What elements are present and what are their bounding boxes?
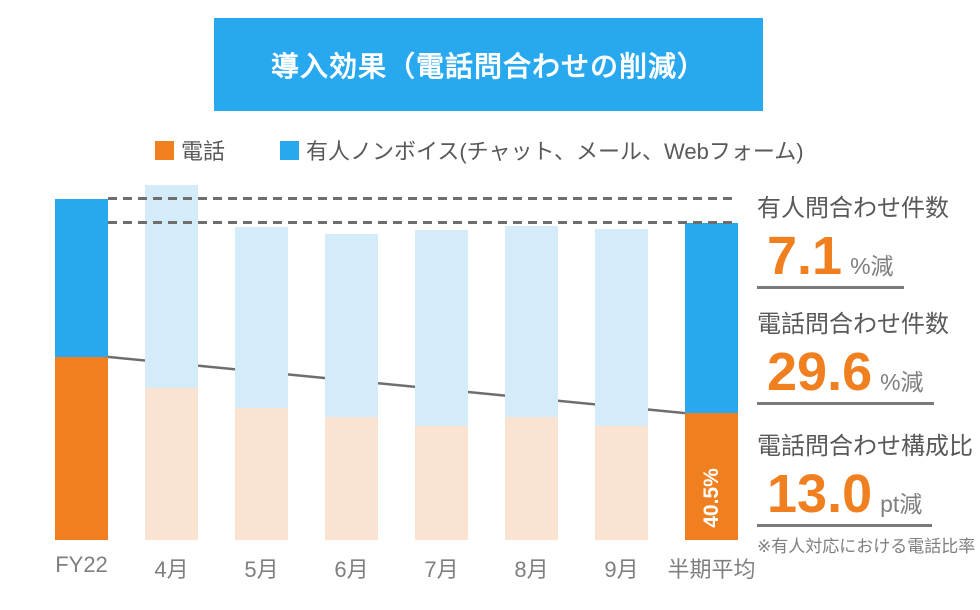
legend-label: 電話 (181, 139, 226, 164)
page-title: 導入効果（電話問合わせの削減） (270, 50, 706, 82)
stat-phone-composition-ratio: 電話問合わせ構成比 13.0 pt減 ※有人対応における電話比率 (757, 426, 980, 557)
legend-swatch-blue (280, 140, 300, 160)
stat-label: 電話問合わせ構成比 (757, 433, 973, 460)
bar-segment-nonvoice (325, 233, 378, 417)
dashed-reference-line (108, 221, 738, 225)
x-axis-label: 4月 (154, 557, 189, 582)
bar-segment-nonvoice (595, 229, 648, 427)
stat-human-inquiry-count: 有人問合わせ件数 7.1 %減 (757, 188, 980, 289)
bar-segment-nonvoice (235, 226, 288, 409)
bar-segment-phone (235, 408, 288, 540)
stat-unit: pt減 (880, 491, 923, 517)
dashed-reference-line (108, 197, 738, 200)
bar-segment-phone (415, 426, 468, 540)
legend-swatch-orange (155, 140, 174, 160)
x-axis-label: 7月 (424, 557, 459, 582)
bar-segment-phone (145, 387, 198, 540)
stat-unit: %減 (880, 369, 924, 395)
bar-segment-nonvoice (145, 185, 198, 388)
x-axis-label: 9月 (604, 557, 639, 582)
bar-segment-nonvoice (505, 225, 558, 417)
bar-segment-nonvoice (415, 230, 468, 427)
bar-segment-phone (325, 416, 378, 540)
bar-segment-phone (595, 426, 648, 540)
stat-label: 有人問合わせ件数 (757, 195, 949, 222)
stat-value-row: 13.0 pt減 (757, 464, 933, 527)
bar-segment-phone (505, 416, 558, 540)
title-banner: 導入効果（電話問合わせの削減） (214, 18, 763, 111)
x-axis-label: 5月 (244, 557, 279, 582)
x-axis-label: 8月 (514, 557, 549, 582)
stat-unit: %減 (850, 253, 894, 279)
bar-segment-phone (55, 356, 108, 540)
bar-segment-nonvoice (55, 199, 108, 357)
stat-value: 13.0 (767, 464, 873, 524)
bar-segment-nonvoice (685, 223, 738, 414)
legend-label: 有人ノンボイス(チャット、メール、Webフォーム) (306, 139, 804, 164)
legend-item-phone: 電話 (155, 134, 225, 166)
stat-footnote: ※有人対応における電話比率 (757, 536, 976, 556)
in-bar-percentage-label: 40.5% (699, 468, 723, 528)
x-axis-label: 半期平均 (667, 557, 756, 582)
stat-label: 電話問合わせ件数 (757, 311, 949, 338)
x-axis-label: 6月 (334, 557, 369, 582)
stat-value-row: 29.6 %減 (757, 344, 934, 405)
stat-phone-inquiry-count: 電話問合わせ件数 29.6 %減 (757, 304, 980, 405)
x-axis-label: FY22 (55, 552, 108, 577)
stat-value: 29.6 (767, 342, 873, 402)
chart-legend: 電話 有人ノンボイス(チャット、メール、Webフォーム) (155, 134, 804, 166)
bar-segment-phone: 40.5% (685, 413, 738, 540)
stat-value: 7.1 (767, 226, 843, 286)
legend-item-nonvoice: 有人ノンボイス(チャット、メール、Webフォーム) (280, 134, 804, 166)
stat-value-row: 7.1 %減 (757, 228, 904, 289)
